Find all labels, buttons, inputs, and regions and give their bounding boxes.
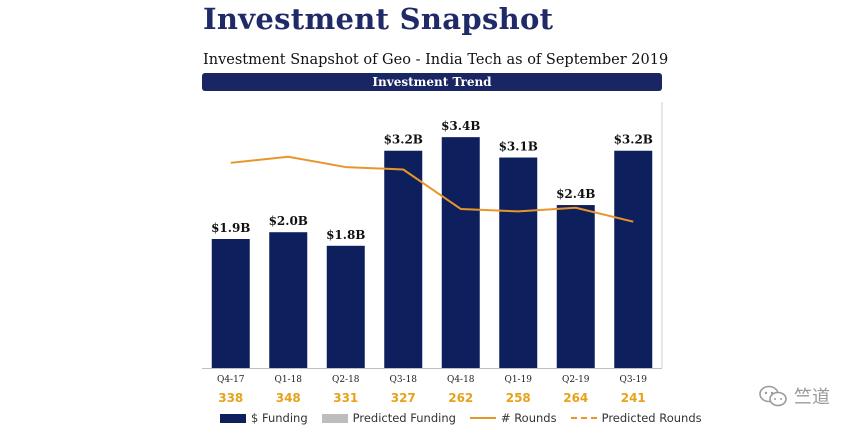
legend-swatch-funding — [220, 413, 246, 423]
rounds-count-label: 258 — [506, 391, 531, 405]
rounds-count-label: 327 — [391, 391, 416, 405]
funding-bar — [556, 205, 595, 368]
chat-bubble-icon — [759, 385, 787, 407]
x-tick-label: Q4-18 — [447, 375, 475, 385]
bar-value-label: $2.4B — [556, 187, 595, 201]
legend-item-predicted-rounds: Predicted Rounds — [570, 411, 702, 425]
funding-bar — [326, 245, 365, 368]
rounds-line — [230, 155, 634, 223]
rounds-count-label: 338 — [218, 391, 243, 405]
legend-label-predicted-rounds: Predicted Rounds — [601, 411, 702, 425]
rounds-count-label: 264 — [563, 391, 588, 405]
bar-value-label: $1.9B — [211, 221, 250, 235]
bar-value-label: $3.2B — [614, 133, 653, 147]
bar-value-label: $3.1B — [499, 140, 538, 154]
x-tick-label: Q1-19 — [504, 375, 532, 385]
bar-value-label: $2.0B — [269, 214, 308, 228]
watermark-text: 竺道 — [794, 387, 830, 408]
legend-swatch-predicted-rounds — [570, 417, 597, 419]
funding-bar — [441, 137, 480, 368]
legend-label-predicted-funding: Predicted Funding — [352, 411, 456, 425]
legend-item-funding: $ Funding — [220, 411, 308, 425]
legend-label-funding: $ Funding — [251, 411, 308, 425]
legend-swatch-rounds — [469, 417, 496, 419]
rounds-count-label: 241 — [621, 391, 646, 405]
x-tick-label: Q1-18 — [274, 375, 302, 385]
legend-label-rounds: # Rounds — [500, 411, 557, 425]
bar-value-label: $3.4B — [441, 119, 480, 133]
funding-bar — [211, 239, 250, 368]
legend-swatch-predicted-funding — [321, 413, 348, 423]
bar-value-label: $3.2B — [384, 133, 423, 147]
bar-value-label: $1.8B — [326, 228, 365, 242]
watermark: 竺道 — [758, 383, 830, 409]
legend-item-rounds: # Rounds — [469, 411, 557, 425]
main-title: Investment Snapshot — [203, 2, 554, 36]
x-tick-label: Q2-19 — [562, 375, 590, 385]
funding-bar — [269, 232, 308, 368]
funding-bar — [384, 150, 423, 368]
funding-bar — [499, 157, 538, 368]
rounds-count-label: 262 — [448, 391, 473, 405]
legend-item-predicted-funding: Predicted Funding — [321, 411, 456, 425]
rounds-count-label: 348 — [276, 391, 301, 405]
rounds-count-label: 331 — [333, 391, 358, 405]
funding-bar — [614, 150, 653, 368]
x-tick-label: Q2-18 — [332, 375, 360, 385]
chart-legend: $ Funding Predicted Funding # Rounds Pre… — [220, 410, 702, 426]
x-tick-label: Q3-18 — [389, 375, 417, 385]
section-banner: Investment Trend — [202, 73, 662, 91]
chart-subtitle: Investment Snapshot of Geo - India Tech … — [203, 52, 669, 68]
x-tick-label: Q4-17 — [217, 375, 245, 385]
x-tick-label: Q3-19 — [619, 375, 647, 385]
